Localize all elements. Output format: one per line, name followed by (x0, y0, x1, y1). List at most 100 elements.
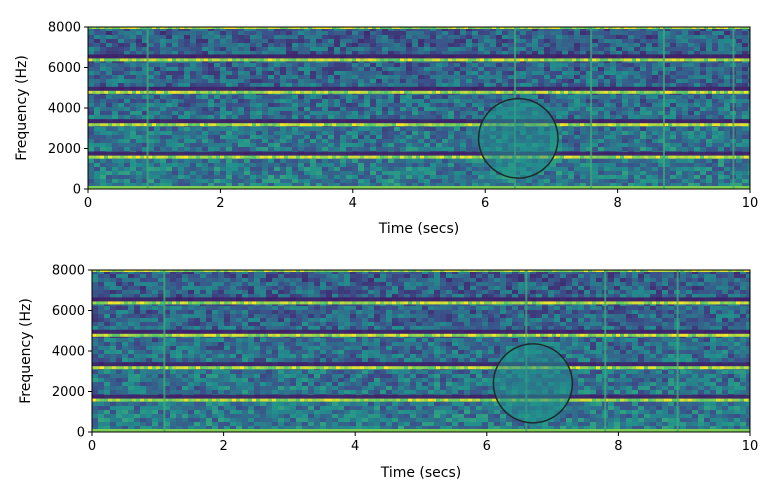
heatmap-cell (472, 143, 478, 147)
heatmap-cell (538, 83, 544, 87)
heatmap-cell (214, 35, 220, 39)
heatmap-cell (154, 115, 160, 119)
heatmap-cell (670, 115, 676, 119)
heatmap-cell (400, 179, 406, 183)
heatmap-cell (280, 163, 286, 167)
heatmap-cell (280, 103, 286, 107)
heatmap-cell (622, 127, 628, 131)
heatmap-cell (544, 95, 550, 99)
heatmap-cell (622, 75, 628, 79)
heatmap-cell (358, 175, 364, 179)
heatmap-cell (460, 83, 466, 87)
heatmap-cell (262, 163, 268, 167)
heatmap-cell (346, 51, 352, 55)
heatmap-cell (556, 163, 562, 167)
heatmap-cell (406, 67, 412, 71)
heatmap-cell (250, 175, 256, 179)
heatmap-cell (706, 183, 712, 187)
heatmap-cell (328, 39, 334, 43)
heatmap-cell (562, 51, 568, 55)
heatmap-cell (508, 75, 514, 79)
heatmap-cell (736, 75, 742, 79)
band-segment (716, 123, 720, 127)
heatmap-cell (670, 139, 676, 143)
heatmap-cell (442, 171, 448, 175)
band-segment (128, 155, 132, 159)
heatmap-cell (376, 71, 382, 75)
heatmap-cell (592, 131, 598, 135)
heatmap-cell (334, 183, 340, 187)
heatmap-cell (262, 47, 268, 51)
heatmap-cell (100, 79, 106, 83)
heatmap-cell (580, 163, 586, 167)
heatmap-cell (490, 67, 496, 71)
band-segment (300, 123, 304, 127)
heatmap-cell (478, 75, 484, 79)
heatmap-cell (556, 135, 562, 139)
heatmap-cell (688, 131, 694, 135)
heatmap-cell (562, 31, 568, 35)
heatmap-cell (382, 159, 388, 163)
heatmap-cell (268, 143, 274, 147)
heatmap-cell (502, 95, 508, 99)
heatmap-cell (172, 183, 178, 187)
heatmap-cell (316, 99, 322, 103)
heatmap-cell (178, 63, 184, 67)
heatmap-cell (316, 147, 322, 151)
heatmap-cell (442, 111, 448, 115)
heatmap-cell (142, 143, 148, 147)
heatmap-cell (598, 147, 604, 151)
heatmap-cell (424, 111, 430, 115)
heatmap-cell (382, 95, 388, 99)
heatmap-cell (394, 83, 400, 87)
heatmap-cell (214, 95, 220, 99)
heatmap-cell (610, 167, 616, 171)
heatmap-cell (190, 43, 196, 47)
heatmap-cell (196, 75, 202, 79)
heatmap-cell (406, 39, 412, 43)
band-segment (448, 123, 452, 127)
heatmap-cell (166, 47, 172, 51)
heatmap-cell (472, 75, 478, 79)
heatmap-cell (364, 127, 370, 131)
heatmap-cell (712, 71, 718, 75)
heatmap-cell (454, 163, 460, 167)
heatmap-cell (496, 43, 502, 47)
heatmap-cell (562, 131, 568, 135)
heatmap-cell (640, 71, 646, 75)
heatmap-cell (148, 51, 154, 55)
heatmap-cell (88, 127, 94, 131)
band-segment (708, 155, 712, 159)
heatmap-cell (130, 67, 136, 71)
heatmap-cell (124, 43, 130, 47)
band-segment (312, 155, 316, 159)
heatmap-cell (238, 159, 244, 163)
heatmap-cell (220, 63, 226, 67)
heatmap-cell (256, 95, 262, 99)
heatmap-cell (214, 171, 220, 175)
heatmap-cell (340, 47, 346, 51)
heatmap-cell (268, 95, 274, 99)
heatmap-cell (502, 51, 508, 55)
heatmap-cell (214, 67, 220, 71)
heatmap-cell (556, 103, 562, 107)
heatmap-cell (418, 159, 424, 163)
band-segment (308, 123, 312, 127)
heatmap-cell (340, 163, 346, 167)
heatmap-cell (292, 75, 298, 79)
heatmap-cell (466, 131, 472, 135)
heatmap-cell (742, 39, 748, 43)
heatmap-cell (568, 163, 574, 167)
heatmap-cell (256, 35, 262, 39)
heatmap-cell (580, 179, 586, 183)
band-segment (144, 90, 148, 94)
heatmap-cell (268, 47, 274, 51)
heatmap-cell (88, 35, 94, 39)
heatmap-cell (148, 147, 154, 151)
heatmap-cell (640, 51, 646, 55)
heatmap-cell (364, 47, 370, 51)
heatmap-cell (466, 107, 472, 111)
heatmap-cell (358, 127, 364, 131)
heatmap-cell (208, 31, 214, 35)
heatmap-cell (676, 111, 682, 115)
